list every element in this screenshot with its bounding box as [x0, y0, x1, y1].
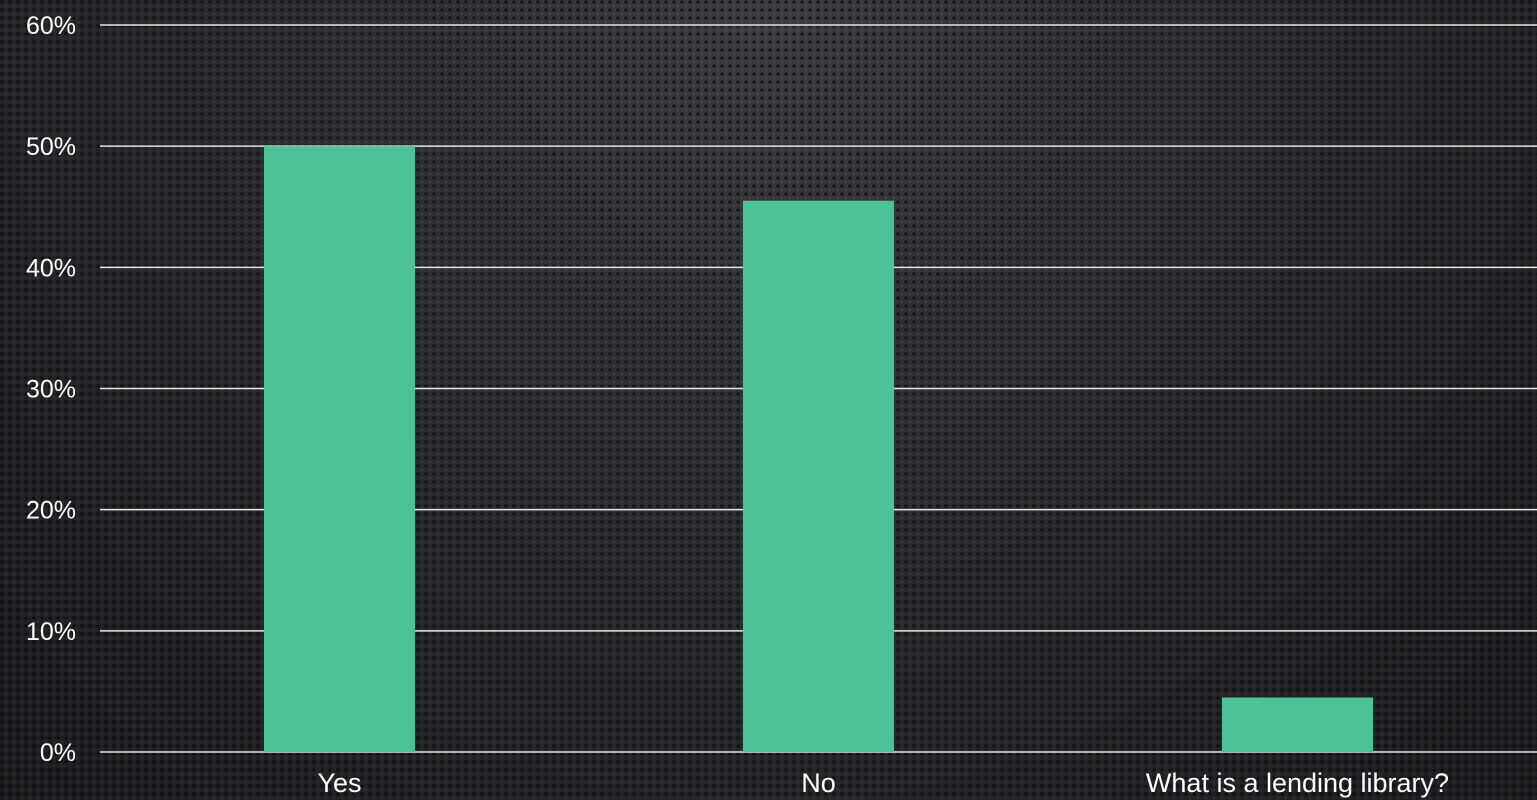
bars — [264, 146, 1373, 753]
y-tick-label: 50% — [26, 133, 76, 161]
bar-yes — [264, 146, 415, 752]
y-tick-label: 20% — [26, 497, 76, 525]
y-axis-tick-labels: 0% 10% 20% 30% 40% 50% 60% — [26, 12, 76, 767]
category-label: What is a lending library? — [1146, 768, 1449, 798]
y-tick-label: 0% — [40, 739, 76, 767]
category-label: No — [801, 768, 836, 798]
x-axis-category-labels: Yes No What is a lending library? — [317, 768, 1449, 798]
bar-no — [743, 200, 894, 753]
y-tick-label: 40% — [26, 254, 76, 282]
category-label: Yes — [317, 768, 361, 798]
y-tick-label: 10% — [26, 618, 76, 646]
y-tick-label: 30% — [26, 376, 76, 404]
y-tick-label: 60% — [26, 12, 76, 40]
bar-what-is-a-lending-library — [1222, 697, 1373, 752]
